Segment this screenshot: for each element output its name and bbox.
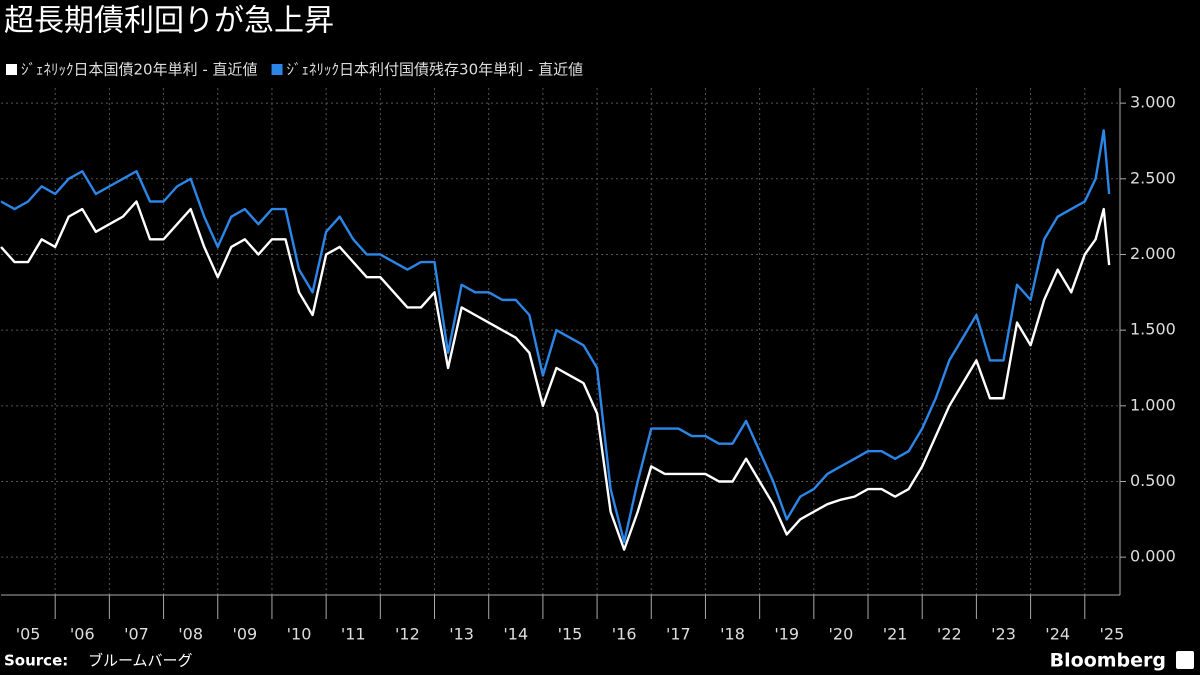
x-tick-label: '14 [503,625,528,644]
line-series [0,129,1111,544]
x-tick-label: '08 [178,625,203,644]
line-series [0,200,1111,551]
y-tick-label: 1.500 [1130,320,1176,339]
legend-swatch [6,64,17,75]
chart-title: 超長期債利回りが急上昇 [4,4,334,39]
x-tick-label: '24 [1045,625,1070,644]
brand-icon [1176,651,1194,669]
x-tick-label: '07 [124,625,149,644]
legend-label: ｼﾞｪﾈﾘｯｸ日本利付国債残存30年単利 - 直近値 [287,61,584,79]
x-tick-label: '22 [937,625,962,644]
source: ブルームバーグ [88,652,193,670]
x-tick-label: '15 [558,625,583,644]
source-label: Source: [4,652,68,670]
y-tick-label: 0.000 [1130,547,1176,566]
x-tick-label: '20 [829,625,854,644]
x-tick-label: '06 [70,625,95,644]
x-tick-label: '25 [1099,625,1124,644]
x-tick-label: '23 [991,625,1016,644]
legend-label: ｼﾞｪﾈﾘｯｸ日本国債20年単利 - 直近値 [21,61,258,79]
x-tick-label: '12 [395,625,420,644]
legend-swatch [271,64,283,75]
x-tick-label: '13 [449,625,474,644]
y-tick-label: 2.500 [1130,168,1176,187]
x-tick-label: '09 [232,625,257,644]
y-tick-label: 1.000 [1130,395,1176,414]
x-tick-label: '19 [774,625,799,644]
x-tick-label: '11 [341,625,366,644]
x-tick-label: '17 [666,625,691,644]
x-tick-label: '21 [883,625,908,644]
x-tick-label: '18 [720,625,745,644]
x-tick-label: '05 [16,625,41,644]
y-tick-label: 2.000 [1130,244,1176,263]
x-tick-label: '10 [287,625,312,644]
y-tick-label: 3.000 [1130,93,1176,112]
brand: Bloomberg [1050,650,1166,672]
x-tick-label: '16 [612,625,637,644]
y-tick-label: 0.500 [1130,471,1176,490]
